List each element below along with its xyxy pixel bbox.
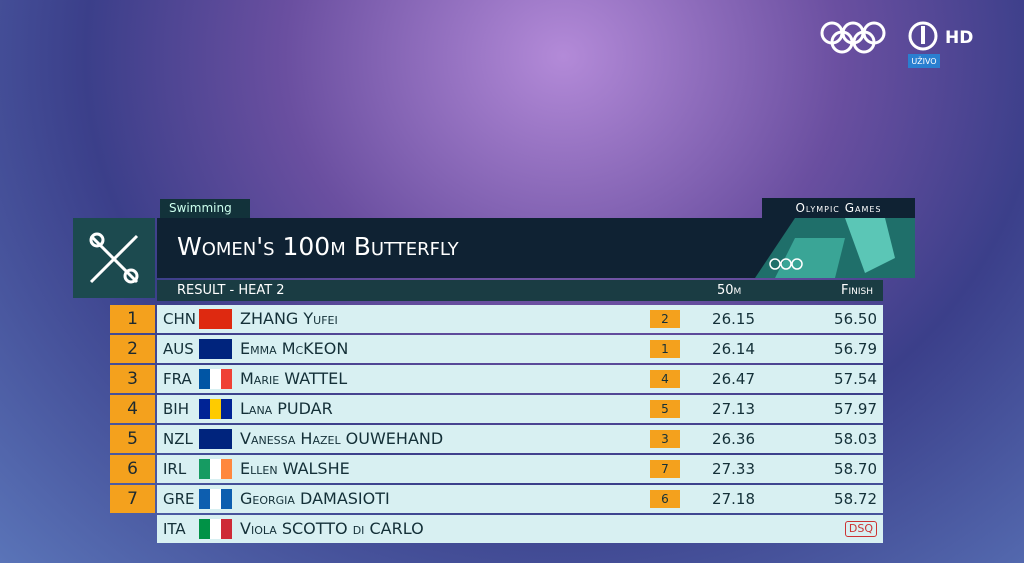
rank: 2: [110, 335, 155, 363]
country-code: CHN: [163, 310, 196, 328]
flag-stripe: [221, 429, 232, 449]
country-code: FRA: [163, 370, 192, 388]
flag: [199, 459, 232, 479]
finish-header: Finish: [841, 283, 873, 298]
sport-pictogram: [73, 218, 155, 298]
flag: [199, 309, 232, 329]
flag: [199, 519, 232, 539]
split-rank: 2: [650, 310, 680, 328]
result-row: FRA Marie WATTEL 4 26.47 57.54: [157, 365, 883, 393]
flag-stripe: [199, 459, 210, 479]
flag: [199, 489, 232, 509]
quality: HD: [945, 28, 973, 48]
country-code: ITA: [163, 520, 186, 538]
result-row: AUS Emma McKEON 1 26.14 56.79: [157, 335, 883, 363]
flag-stripe: [199, 519, 210, 539]
split-time: 26.36: [712, 430, 755, 448]
flag-stripe: [221, 519, 232, 539]
split-rank: 4: [650, 370, 680, 388]
split-time: 26.47: [712, 370, 755, 388]
result-row: GRE Georgia DAMASIOTI 6 27.18 58.72: [157, 485, 883, 513]
rank: 1: [110, 305, 155, 333]
channel-logo: HD UŽIVO: [820, 21, 973, 68]
athlete-name: Ellen WALSHE: [240, 459, 350, 478]
athlete-name: Emma McKEON: [240, 339, 349, 358]
split-time: 26.14: [712, 340, 755, 358]
finish-time: 56.50: [834, 310, 877, 328]
flag-stripe: [221, 459, 232, 479]
flag-stripe: [210, 489, 221, 509]
flag-stripe: [221, 369, 232, 389]
flag-stripe: [199, 429, 210, 449]
flag-stripe: [210, 459, 221, 479]
finish-time: 56.79: [834, 340, 877, 358]
flag-stripe: [210, 519, 221, 539]
flag-stripe: [221, 489, 232, 509]
finish-time: 57.54: [834, 370, 877, 388]
result-row: IRL Ellen WALSHE 7 27.33 58.70: [157, 455, 883, 483]
flag-stripe: [199, 369, 210, 389]
country-code: BIH: [163, 400, 189, 418]
title-bar: Women's 100m Butterfly: [157, 218, 915, 278]
country-code: AUS: [163, 340, 194, 358]
athlete-name: Georgia DAMASIOTI: [240, 489, 390, 508]
country-code: IRL: [163, 460, 187, 478]
flag-stripe: [199, 339, 210, 359]
live-badge: UŽIVO: [911, 55, 936, 66]
split-time: 27.18: [712, 490, 755, 508]
finish-time: 58.70: [834, 460, 877, 478]
subheader: RESULT - HEAT 2 50m Finish: [157, 280, 883, 301]
rank: 5: [110, 425, 155, 453]
flag-stripe: [199, 309, 210, 329]
result-row: BIH Lana PUDAR 5 27.13 57.97: [157, 395, 883, 423]
sport-label: Swimming: [160, 199, 250, 218]
country-code: NZL: [163, 430, 193, 448]
split-header: 50m: [717, 283, 742, 298]
split-rank: 3: [650, 430, 680, 448]
finish-time: 58.03: [834, 430, 877, 448]
rank: 6: [110, 455, 155, 483]
result-label: RESULT - HEAT 2: [177, 283, 285, 298]
rank: 3: [110, 365, 155, 393]
result-row: NZL Vanessa Hazel OUWEHAND 3 26.36 58.03: [157, 425, 883, 453]
flag-stripe: [210, 309, 221, 329]
athlete-name: Marie WATTEL: [240, 369, 348, 388]
split-time: 27.13: [712, 400, 755, 418]
flag: [199, 399, 232, 419]
brand-label: Olympic Games: [762, 198, 915, 218]
flag-stripe: [210, 399, 221, 419]
split-rank: 1: [650, 340, 680, 358]
flag-stripe: [210, 339, 221, 359]
flag-stripe: [210, 369, 221, 389]
country-code: GRE: [163, 490, 195, 508]
athlete-name: Viola SCOTTO di CARLO: [240, 519, 424, 538]
flag-stripe: [221, 309, 232, 329]
flag: [199, 429, 232, 449]
flag: [199, 369, 232, 389]
rank: 7: [110, 485, 155, 513]
rank: 4: [110, 395, 155, 423]
flag-stripe: [221, 399, 232, 419]
split-time: 27.33: [712, 460, 755, 478]
result-row: CHN ZHANG Yufei 2 26.15 56.50: [157, 305, 883, 333]
event-title: Women's 100m Butterfly: [177, 232, 459, 261]
finish-time: 57.97: [834, 400, 877, 418]
status: DSQ: [844, 521, 877, 537]
flag-stripe: [199, 489, 210, 509]
split-rank: 7: [650, 460, 680, 478]
athlete-name: Lana PUDAR: [240, 399, 333, 418]
split-time: 26.15: [712, 310, 755, 328]
result-row: ITA Viola SCOTTO di CARLO DSQ: [157, 515, 883, 543]
athlete-name: Vanessa Hazel OUWEHAND: [240, 429, 444, 448]
split-rank: 5: [650, 400, 680, 418]
flag-stripe: [199, 399, 210, 419]
athlete-name: ZHANG Yufei: [240, 309, 338, 328]
flag-stripe: [210, 429, 221, 449]
finish-time: 58.72: [834, 490, 877, 508]
flag-stripe: [221, 339, 232, 359]
flag: [199, 339, 232, 359]
split-rank: 6: [650, 490, 680, 508]
